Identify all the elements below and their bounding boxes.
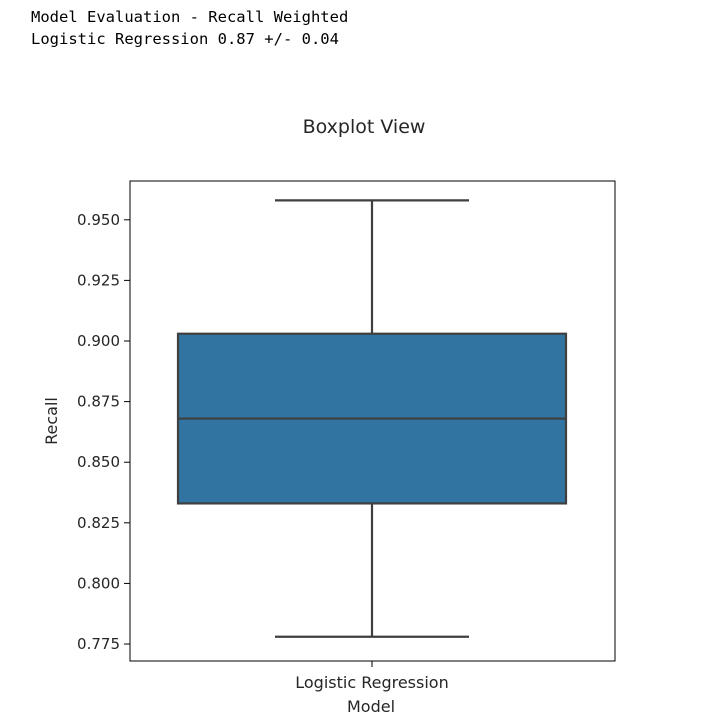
y-tick-label: 0.900 bbox=[77, 332, 120, 350]
y-tick-label: 0.850 bbox=[77, 453, 120, 471]
output-line-score: Logistic Regression 0.87 +/- 0.04 bbox=[31, 30, 339, 48]
y-tick-label: 0.775 bbox=[77, 635, 120, 653]
output-line-title: Model Evaluation - Recall Weighted bbox=[31, 8, 349, 26]
chart-title: Boxplot View bbox=[303, 116, 426, 138]
x-tick-label: Logistic Regression bbox=[295, 673, 448, 692]
y-tick-label: 0.925 bbox=[77, 271, 120, 289]
x-axis: Logistic Regression bbox=[295, 661, 449, 692]
y-axis: 0.775 0.800 0.825 0.850 0.875 0.900 0.925 0.950 bbox=[77, 211, 130, 653]
box-series bbox=[176, 199, 568, 638]
y-tick-label: 0.875 bbox=[77, 393, 120, 411]
x-axis-label: Model bbox=[347, 697, 395, 716]
y-axis-label: Recall bbox=[42, 397, 61, 445]
y-tick-label: 0.825 bbox=[77, 514, 120, 532]
cell-output: Model Evaluation - Recall Weighted Logist… bbox=[31, 6, 348, 50]
y-tick-label: 0.800 bbox=[77, 574, 120, 592]
y-tick-label: 0.950 bbox=[77, 211, 120, 229]
